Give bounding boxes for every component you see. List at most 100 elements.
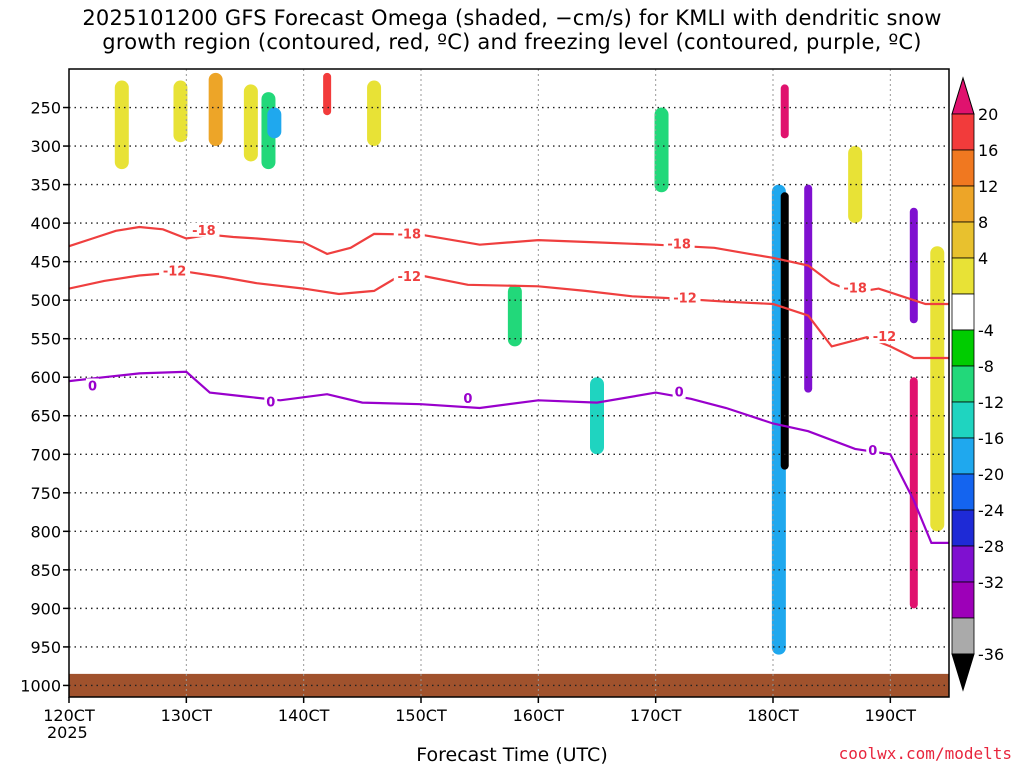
y-tick-label-300: 300	[30, 137, 61, 156]
colorbar: 20 16 12 8 4 -4 -8 -12 -16 -20 -24 -28 -32 -36	[951, 76, 1004, 692]
x-tick-label-0: 120CT	[43, 706, 95, 725]
y-tick-label-850: 850	[30, 561, 61, 580]
contour-label-bg	[669, 290, 701, 305]
contour-label--12: -12	[873, 330, 897, 345]
contour-label--12: -12	[398, 270, 422, 285]
colorbar-label-10: -24	[978, 501, 1004, 520]
omega-cell-16	[909, 377, 918, 609]
colorbar-label-3: 8	[978, 213, 988, 232]
x-tick-label-1: 130CT	[161, 706, 213, 725]
contour-label-bg	[393, 226, 425, 241]
colorbar-label-9: -20	[978, 465, 1004, 484]
colorbar-swatch-4	[951, 221, 975, 259]
y-tick-label-700: 700	[30, 445, 61, 464]
x-tick-label-3: 150CT	[395, 706, 447, 725]
contour-label-bg	[393, 269, 425, 284]
colorbar-label-6: -8	[978, 357, 994, 376]
contour-label-bg	[159, 263, 191, 278]
contour-label-bg	[663, 236, 695, 251]
y-tick-label-650: 650	[30, 407, 61, 426]
x-tick-label-2: 140CT	[278, 706, 330, 725]
omega-cell-15	[848, 146, 863, 224]
x-tick-label-4: 160CT	[513, 706, 565, 725]
omega-cell-18	[930, 246, 945, 532]
x-tick-label-7: 190CT	[865, 706, 917, 725]
omega-cell-8	[507, 284, 522, 347]
omega-cell-13	[780, 84, 789, 139]
contour-label-bg	[461, 390, 475, 405]
y-axis: 250 300 350 400 450 500 550 600 650 700 750 800 850 9…	[20, 99, 69, 695]
chart-title: 2025101200 GFS Forecast Omega (shaded, −…	[0, 6, 1024, 54]
contour-label--12: -12	[673, 292, 697, 307]
omega-cell-5	[267, 107, 282, 139]
y-tick-label-800: 800	[30, 522, 61, 541]
x-axis: 120CT 130CT 140CT 150CT 160CT 170CT 180CT 190CT	[43, 697, 916, 725]
y-tick-label-350: 350	[30, 176, 61, 195]
contour-label-bg	[868, 329, 900, 344]
colorbar-bottom-arrow	[951, 653, 975, 692]
chart-title-line-1: 2025101200 GFS Forecast Omega (shaded, −…	[82, 6, 942, 30]
contour-line-0	[69, 370, 949, 544]
colorbar-label-8: -16	[978, 429, 1004, 448]
colorbar-label-5: -4	[978, 321, 994, 340]
colorbar-label-7: -12	[978, 393, 1004, 412]
y-tick-label-550: 550	[30, 330, 61, 349]
colorbar-swatch-1	[951, 113, 975, 151]
omega-cell-3	[243, 84, 258, 162]
contour-label-0: 0	[88, 379, 97, 394]
colorbar-label-1: 16	[978, 141, 998, 160]
contour-label-bg	[85, 378, 99, 393]
colorbar-swatch-8	[951, 365, 975, 403]
contour-label-0: 0	[266, 396, 275, 411]
colorbar-label-2: 12	[978, 177, 998, 196]
contour-label-bg	[839, 280, 871, 295]
grid-lines	[69, 69, 949, 697]
y-tick-label-400: 400	[30, 214, 61, 233]
colorbar-swatch-10	[951, 437, 975, 475]
colorbar-top-arrow	[951, 76, 975, 115]
colorbar-label-12: -32	[978, 573, 1004, 592]
colorbar-swatch-9	[951, 401, 975, 439]
contour-label--12: -12	[163, 265, 187, 280]
y-tick-label-600: 600	[30, 368, 61, 387]
y-tick-label-1000: 1000	[20, 676, 61, 695]
year-label: 2025	[47, 723, 88, 742]
omega-cell-2	[208, 72, 223, 147]
colorbar-swatch-2	[951, 149, 975, 187]
contour-label--18: -18	[192, 224, 216, 239]
colorbar-swatch-7	[951, 329, 975, 367]
colorbar-label-11: -28	[978, 537, 1004, 556]
credit-link[interactable]: coolwx.com/modelts	[838, 744, 1012, 763]
contour-label--18: -18	[398, 228, 422, 243]
omega-cell-14	[804, 184, 813, 393]
omega-cell-10	[654, 107, 669, 193]
x-axis-title: Forecast Time (UTC)	[416, 744, 608, 766]
colorbar-swatch-6	[951, 293, 975, 331]
contour-label--18: -18	[667, 238, 691, 253]
colorbar-label-13: -36	[978, 645, 1004, 664]
contour-label-bg	[188, 222, 220, 237]
colorbar-swatch-12	[951, 509, 975, 547]
contour-label-0: 0	[675, 386, 684, 401]
contour-line--12	[69, 270, 949, 360]
y-tick-label-500: 500	[30, 291, 61, 310]
colorbar-swatch-5	[951, 257, 975, 295]
x-tick-label-5: 170CT	[630, 706, 682, 725]
contour-label-bg	[672, 384, 686, 399]
contour-lines: -18 -18 -18 -18 -12 -12 -12 -12 0 0 0 0 0	[69, 222, 949, 544]
colorbar-label-0: 20	[978, 105, 998, 124]
contour-label-bg	[264, 394, 278, 409]
y-tick-label-450: 450	[30, 253, 61, 272]
omega-cell-7	[367, 80, 382, 147]
y-tick-label-250: 250	[30, 99, 61, 118]
x-tick-label-6: 180CT	[747, 706, 799, 725]
colorbar-swatch-15	[951, 617, 975, 655]
omega-cell-1	[173, 80, 188, 143]
omega-cell-12	[780, 192, 789, 470]
omega-cell-17	[909, 207, 918, 324]
colorbar-swatch-3	[951, 185, 975, 223]
colorbar-swatch-14	[951, 581, 975, 619]
contour-label-0: 0	[868, 444, 877, 459]
colorbar-swatch-11	[951, 473, 975, 511]
y-tick-label-900: 900	[30, 599, 61, 618]
